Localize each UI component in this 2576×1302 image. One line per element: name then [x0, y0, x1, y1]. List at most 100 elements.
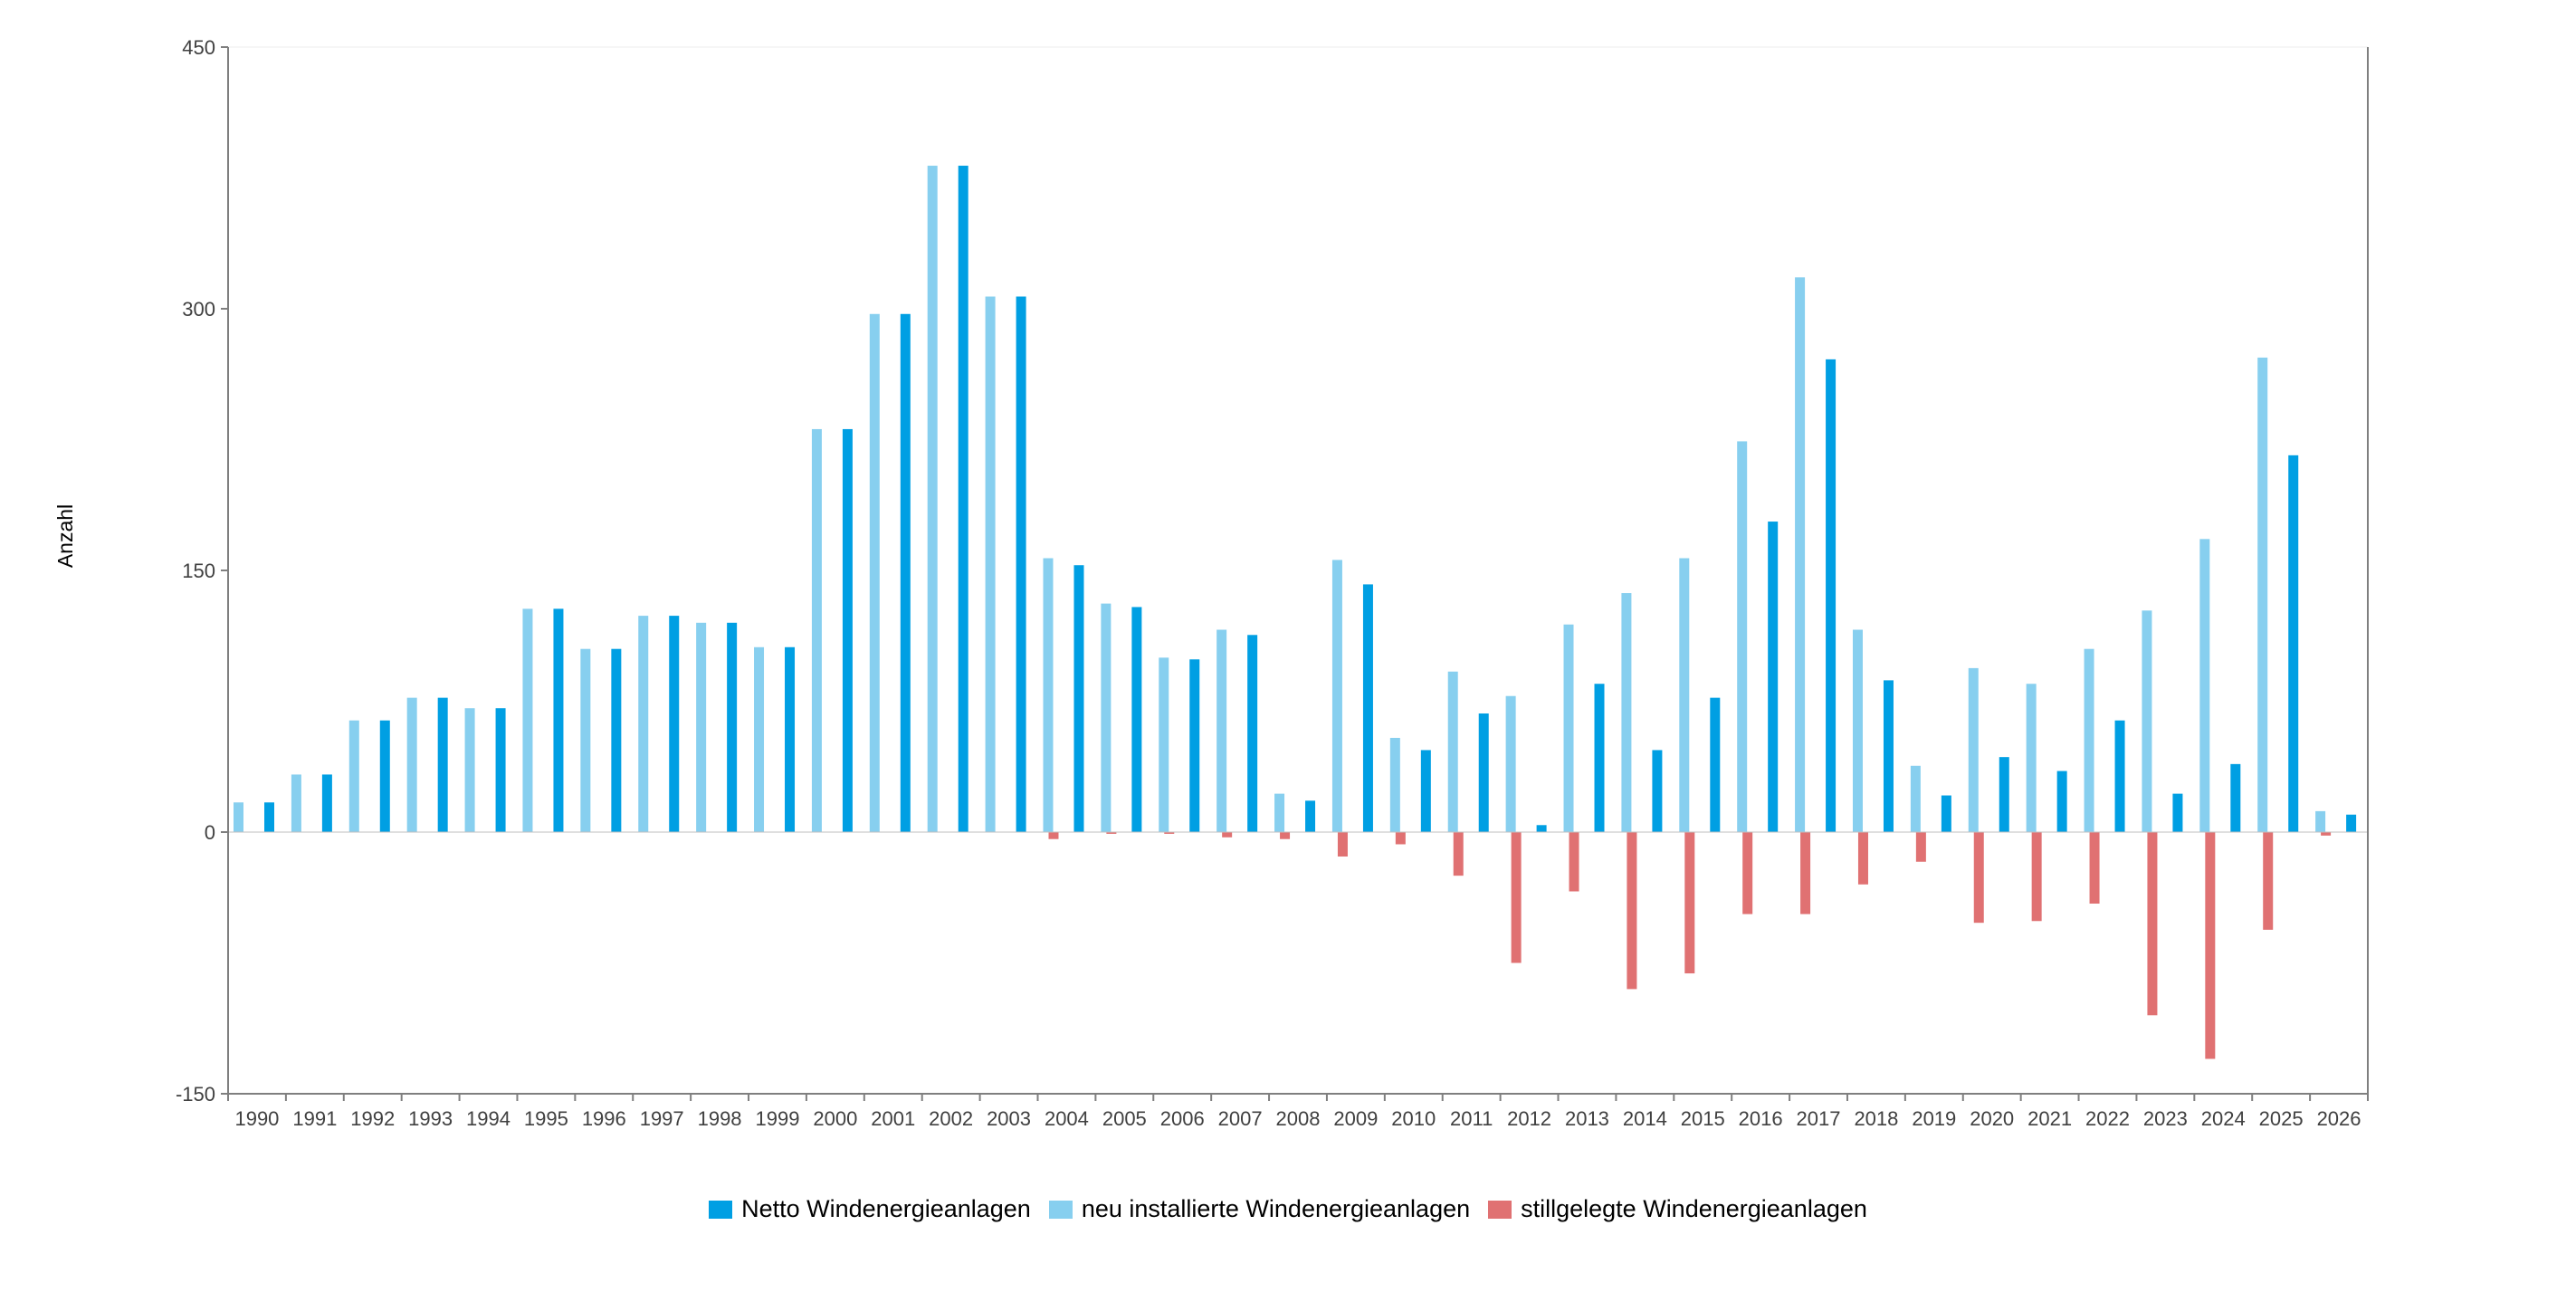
neu-bar-1996[interactable]	[580, 648, 591, 832]
netto-bar-2011[interactable]	[1478, 713, 1489, 832]
neu-bar-2025[interactable]	[2257, 357, 2268, 832]
netto-bar-1992[interactable]	[379, 720, 390, 832]
netto-bar-1990[interactable]	[264, 802, 274, 832]
netto-bar-2026[interactable]	[2346, 814, 2357, 832]
neu-bar-2017[interactable]	[1795, 277, 1806, 832]
neu-bar-2023[interactable]	[2142, 610, 2152, 832]
netto-bar-1996[interactable]	[611, 648, 622, 832]
netto-bar-2017[interactable]	[1826, 359, 1837, 833]
netto-bar-2025[interactable]	[2288, 455, 2299, 832]
netto-bar-2019[interactable]	[1941, 795, 1951, 832]
still-bar-2015[interactable]	[1684, 832, 1695, 974]
netto-bar-1991[interactable]	[321, 774, 332, 832]
still-bar-2013[interactable]	[1569, 832, 1579, 892]
netto-bar-2015[interactable]	[1710, 697, 1721, 832]
neu-bar-2004[interactable]	[1043, 558, 1054, 832]
netto-bar-2003[interactable]	[1016, 296, 1026, 833]
still-bar-2014[interactable]	[1627, 832, 1637, 990]
still-bar-2016[interactable]	[1742, 832, 1753, 914]
legend-item-still[interactable]: stillgelegte Windenergieanlagen	[1488, 1195, 1867, 1223]
netto-bar-2000[interactable]	[842, 428, 853, 832]
still-bar-2018[interactable]	[1857, 832, 1868, 885]
still-bar-2006[interactable]	[1164, 832, 1175, 834]
still-bar-2021[interactable]	[2031, 832, 2042, 922]
neu-bar-1994[interactable]	[464, 708, 475, 832]
still-bar-2009[interactable]	[1337, 832, 1348, 857]
neu-bar-1991[interactable]	[291, 774, 301, 832]
neu-bar-1993[interactable]	[406, 697, 417, 832]
netto-bar-1999[interactable]	[785, 646, 796, 832]
neu-bar-2000[interactable]	[811, 428, 822, 832]
neu-bar-2007[interactable]	[1216, 629, 1227, 832]
netto-bar-2006[interactable]	[1189, 659, 1200, 832]
neu-bar-2009[interactable]	[1331, 560, 1342, 832]
netto-bar-2007[interactable]	[1247, 635, 1258, 832]
netto-bar-1993[interactable]	[437, 697, 448, 832]
neu-bar-1997[interactable]	[638, 616, 649, 832]
neu-bar-2016[interactable]	[1737, 441, 1748, 832]
neu-bar-2008[interactable]	[1274, 793, 1285, 832]
neu-bar-1990[interactable]	[234, 802, 243, 832]
still-bar-2022[interactable]	[2089, 832, 2100, 904]
still-bar-2025[interactable]	[2263, 832, 2274, 930]
netto-bar-2022[interactable]	[2114, 720, 2125, 832]
netto-bar-1998[interactable]	[727, 622, 738, 832]
netto-bar-1995[interactable]	[553, 608, 564, 832]
netto-bar-2009[interactable]	[1362, 584, 1373, 832]
netto-bar-2021[interactable]	[2056, 771, 2067, 832]
neu-bar-2015[interactable]	[1679, 558, 1690, 832]
neu-bar-2026[interactable]	[2315, 810, 2326, 832]
neu-bar-2006[interactable]	[1159, 657, 1169, 832]
still-bar-2010[interactable]	[1395, 832, 1406, 845]
neu-bar-2010[interactable]	[1389, 737, 1400, 832]
neu-bar-2002[interactable]	[927, 166, 938, 833]
netto-bar-2013[interactable]	[1594, 684, 1605, 832]
netto-bar-2002[interactable]	[958, 166, 968, 833]
neu-bar-2012[interactable]	[1505, 695, 1516, 832]
neu-bar-2014[interactable]	[1621, 593, 1632, 832]
legend-item-neu[interactable]: neu installierte Windenergieanlagen	[1048, 1195, 1470, 1223]
neu-bar-1999[interactable]	[754, 646, 765, 832]
still-bar-2019[interactable]	[1915, 832, 1926, 862]
neu-bar-1992[interactable]	[348, 720, 359, 832]
still-bar-2023[interactable]	[2147, 832, 2158, 1016]
netto-bar-2012[interactable]	[1536, 825, 1547, 832]
netto-bar-2018[interactable]	[1883, 680, 1894, 832]
neu-bar-2020[interactable]	[1968, 667, 1979, 832]
still-bar-2017[interactable]	[1800, 832, 1811, 914]
neu-bar-2021[interactable]	[2026, 684, 2037, 832]
neu-bar-2018[interactable]	[1852, 629, 1863, 832]
legend-item-netto[interactable]: Netto Windenergieanlagen	[709, 1195, 1031, 1223]
neu-bar-2019[interactable]	[1910, 765, 1921, 832]
still-bar-2024[interactable]	[2205, 832, 2216, 1059]
netto-bar-2008[interactable]	[1305, 800, 1316, 832]
neu-bar-2022[interactable]	[2084, 648, 2094, 832]
neu-bar-2013[interactable]	[1563, 624, 1574, 832]
neu-bar-1995[interactable]	[522, 608, 533, 832]
netto-bar-2020[interactable]	[1999, 757, 2009, 832]
still-bar-2012[interactable]	[1511, 832, 1522, 963]
netto-bar-1997[interactable]	[669, 616, 680, 832]
netto-bar-2024[interactable]	[2230, 763, 2241, 832]
netto-bar-2023[interactable]	[2172, 793, 2183, 832]
still-bar-2011[interactable]	[1453, 832, 1464, 876]
netto-bar-1994[interactable]	[495, 708, 506, 832]
neu-bar-2001[interactable]	[869, 313, 880, 832]
netto-bar-2016[interactable]	[1768, 522, 1779, 832]
neu-bar-1998[interactable]	[696, 622, 707, 832]
netto-bar-2010[interactable]	[1420, 750, 1431, 832]
still-bar-2007[interactable]	[1222, 832, 1233, 838]
still-bar-2008[interactable]	[1280, 832, 1291, 839]
still-bar-2004[interactable]	[1048, 832, 1059, 839]
neu-bar-2011[interactable]	[1447, 671, 1458, 832]
netto-bar-2001[interactable]	[900, 313, 911, 832]
neu-bar-2005[interactable]	[1101, 603, 1111, 832]
netto-bar-2004[interactable]	[1073, 565, 1084, 832]
still-bar-2005[interactable]	[1106, 832, 1117, 834]
neu-bar-2024[interactable]	[2199, 539, 2210, 832]
still-bar-2026[interactable]	[2321, 832, 2332, 836]
netto-bar-2014[interactable]	[1652, 750, 1663, 832]
still-bar-2020[interactable]	[1973, 832, 1984, 924]
netto-bar-2005[interactable]	[1131, 607, 1142, 832]
neu-bar-2003[interactable]	[985, 296, 996, 833]
